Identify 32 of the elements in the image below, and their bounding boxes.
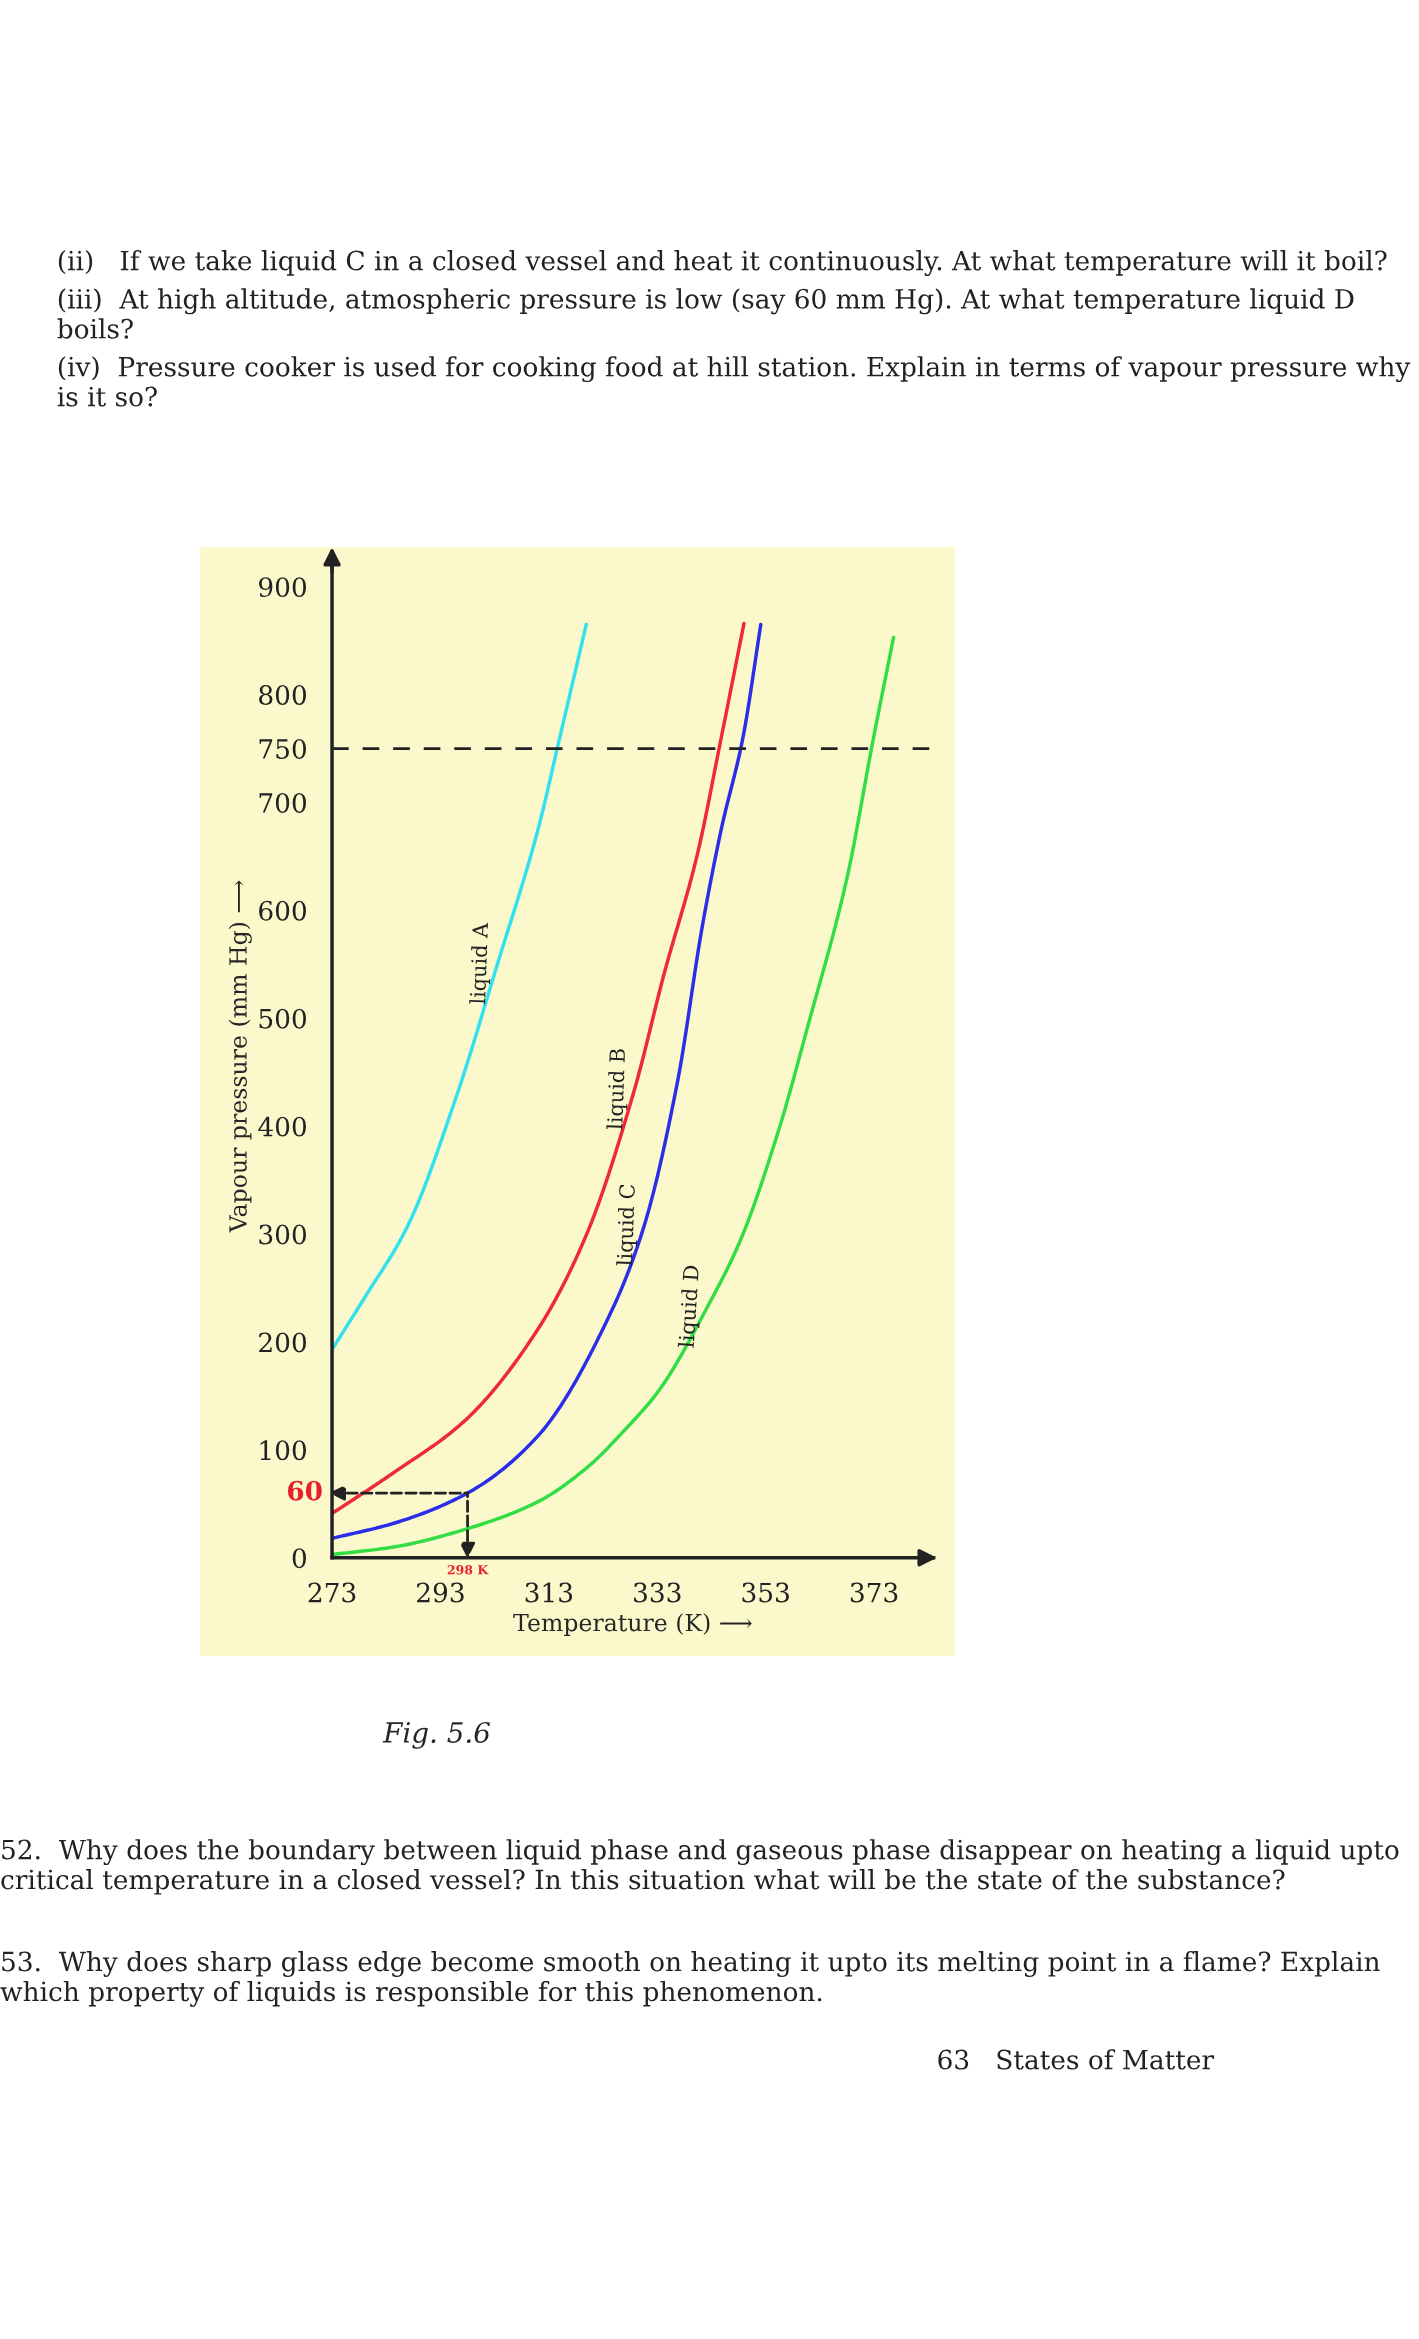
y-tick-label: 200	[259, 1332, 306, 1353]
x-tick-label: 313	[525, 1582, 573, 1603]
text: liquid C	[616, 1184, 640, 1266]
annotation: 298 K	[447, 1565, 489, 1575]
text: (ii) If we take liquid C in a closed vessel and heat it continuously. At what temperature will it boil?	[58, 250, 1387, 276]
text: (iv) Pressure cooker is used for cooking food at hill station. Explain in terms of vapour pressure why is it so?	[57, 356, 1411, 407]
x-tick-label: 273	[308, 1582, 356, 1603]
y-tick-label: 400	[258, 1116, 306, 1137]
y-tick-label: 300	[259, 1224, 306, 1245]
text: 63 States of Matter	[938, 2049, 1215, 2070]
text: liquid A	[469, 922, 493, 1005]
text: Fig. 5.6	[382, 1721, 490, 1749]
y-tick-label: 900	[259, 577, 306, 598]
text: (iii) At high altitude, atmospheric pressure is low (say 60 mm Hg). At what temperature liquid D boils?	[57, 288, 1354, 339]
y-tick-label: 750	[259, 739, 306, 759]
y-tick-label: 500	[259, 1008, 306, 1029]
x-tick-label: 293	[417, 1582, 464, 1603]
x-axis-title: Temperature (K) ⟶	[513, 1613, 752, 1637]
x-tick-label: 333	[634, 1582, 681, 1603]
x-tick-label: 353	[742, 1582, 789, 1603]
y-tick-label: 700	[259, 792, 306, 813]
y-axis-title: Vapour pressure (mm Hg) ⟶	[228, 880, 252, 1233]
text: 53. Why does sharp glass edge become smooth on heating it upto its melting point in a flame? Explain which property of liquids is responsible for this phenomenon.	[0, 1951, 1380, 2007]
y-tick-label: 600	[259, 900, 306, 921]
text: 52. Why does the boundary between liquid phase and gaseous phase disappear on heating a liquid upto critical temperature in a closed vessel? In this situation what will be the state of the substance?	[1, 1839, 1399, 1895]
text: liquid D	[677, 1265, 704, 1349]
text: liquid B	[606, 1048, 630, 1130]
y-tick-label: 0	[292, 1548, 306, 1569]
y-tick-label: 100	[260, 1440, 306, 1461]
x-tick-label: 373	[850, 1582, 898, 1603]
y-tick-label: 800	[259, 685, 306, 706]
annotation: 60	[287, 1480, 322, 1501]
